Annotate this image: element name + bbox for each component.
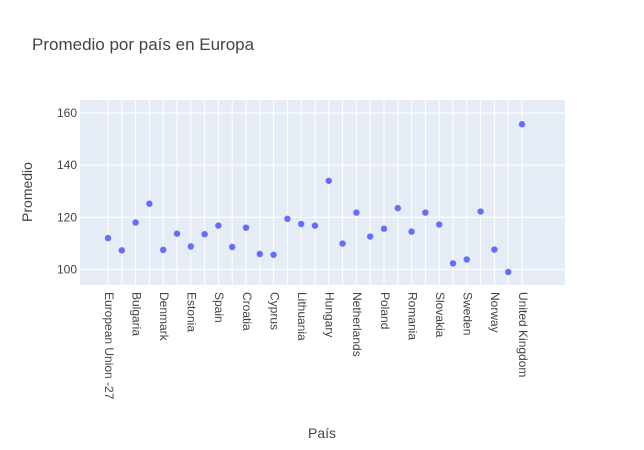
data-point[interactable] [201,230,208,238]
y-axis-ticks: 100 120 140 160 [57,106,77,276]
data-point[interactable] [132,219,139,226]
data-point[interactable] [353,209,360,216]
gridlines [80,100,565,285]
x-tick-label: Spain [212,292,226,323]
x-tick-label: Estonia [185,292,199,332]
x-tick-label: Cyprus [267,292,281,330]
chart-title: Promedio por país en Europa [32,35,255,54]
data-point[interactable] [463,256,470,263]
data-point[interactable] [270,251,277,258]
data-point[interactable] [325,177,332,184]
data-point[interactable] [311,222,319,229]
data-point[interactable] [518,121,526,128]
data-point[interactable] [339,240,346,247]
x-tick-label: Netherlands [350,292,364,357]
data-point[interactable] [104,234,112,242]
x-tick-label: Croatia [240,292,254,331]
data-point[interactable] [505,268,512,276]
y-axis-title: Promedio [19,162,35,222]
x-tick-label: Bulgaria [129,292,143,336]
x-tick-label: Poland [378,292,392,329]
y-tick-label: 100 [57,262,77,276]
x-tick-label: Denmark [157,292,171,342]
data-point[interactable] [449,260,457,267]
data-point[interactable] [408,228,415,235]
data-point[interactable] [229,243,236,251]
data-point[interactable] [173,230,181,237]
x-tick-label: Slovakia [433,292,447,338]
x-tick-label: Norway [488,292,502,333]
x-tick-label: Lithuania [295,292,309,341]
x-tick-label: Sweden [461,292,475,335]
x-tick-label: Romania [405,292,419,340]
y-tick-label: 160 [57,106,77,120]
data-point[interactable] [187,243,194,250]
data-point[interactable] [380,225,388,232]
data-point[interactable] [215,222,222,229]
data-point[interactable] [256,250,263,258]
x-tick-label: Hungary [323,292,337,337]
data-point[interactable] [477,208,484,215]
data-point[interactable] [422,209,429,216]
data-point[interactable] [284,215,291,223]
plot-area [80,100,565,285]
x-tick-label: United Kingdom [516,292,530,377]
x-axis-title: País [308,425,336,441]
y-tick-label: 140 [57,158,77,172]
data-point[interactable] [298,220,305,228]
data-point[interactable] [367,233,374,240]
data-point[interactable] [436,221,443,228]
data-point[interactable] [491,246,498,253]
x-tick-label: European Union -27 [102,292,116,400]
data-point[interactable] [242,224,250,231]
data-points [104,121,526,276]
data-point[interactable] [394,204,401,212]
data-point[interactable] [118,247,126,254]
data-point[interactable] [160,246,167,254]
y-tick-label: 120 [57,210,77,224]
data-point[interactable] [146,200,153,207]
x-axis-ticks: European Union -27 Bulgaria Denmark Estonia… [102,292,530,400]
